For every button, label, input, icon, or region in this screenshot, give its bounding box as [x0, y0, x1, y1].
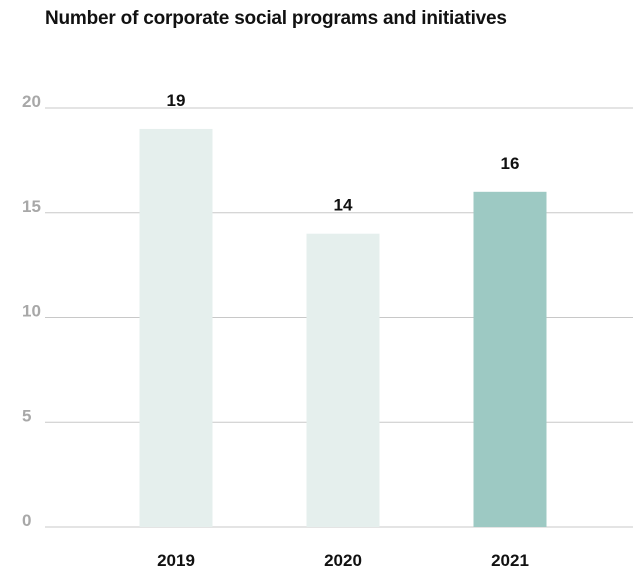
y-tick-label: 10: [22, 302, 41, 321]
bar-2020: [306, 233, 380, 527]
x-category-label: 2021: [491, 551, 529, 570]
x-category-label: 2020: [324, 551, 362, 570]
y-axis-ticks: 0 5 10 15 20: [22, 92, 41, 530]
data-labels: 19 14 16: [167, 91, 520, 215]
x-category-label: 2019: [157, 551, 195, 570]
y-tick-label: 5: [22, 406, 31, 425]
x-axis-categories: 2019 2020 2021: [157, 551, 529, 570]
data-label-2019: 19: [167, 91, 186, 110]
bar-2021: [473, 191, 547, 528]
data-label-2021: 16: [501, 154, 520, 173]
chart-title: Number of corporate social programs and …: [45, 8, 507, 29]
y-tick-label: 20: [22, 92, 41, 111]
y-tick-label: 0: [22, 511, 31, 530]
bar-2019: [139, 128, 213, 527]
data-label-2020: 14: [334, 196, 353, 215]
y-tick-label: 15: [22, 197, 41, 216]
bars: [139, 128, 547, 528]
